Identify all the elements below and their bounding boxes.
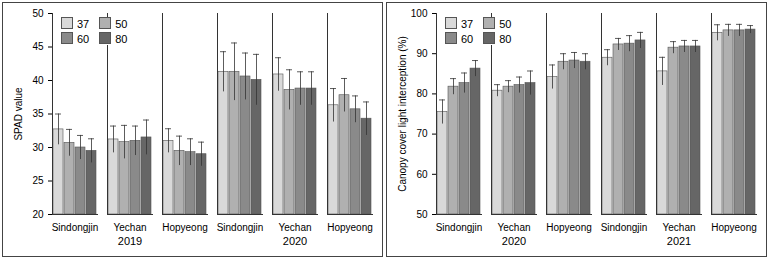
svg-text:Hopyeong: Hopyeong xyxy=(546,222,592,233)
svg-text:70: 70 xyxy=(416,128,428,139)
svg-text:Sindongjin: Sindongjin xyxy=(601,222,648,233)
svg-text:30: 30 xyxy=(32,142,44,153)
svg-text:45: 45 xyxy=(32,41,44,52)
svg-text:SPAD value: SPAD value xyxy=(13,87,24,141)
html-text:60: 60 xyxy=(461,33,474,45)
svg-text:20: 20 xyxy=(32,209,44,220)
html-text:50: 50 xyxy=(499,18,512,30)
svg-text:2021: 2021 xyxy=(667,235,691,247)
html-text:80: 80 xyxy=(499,33,512,45)
svg-text:Yechan: Yechan xyxy=(114,222,147,233)
svg-text:Sindongjin: Sindongjin xyxy=(217,222,264,233)
svg-text:35: 35 xyxy=(32,108,44,119)
svg-text:50: 50 xyxy=(416,209,428,220)
svg-text:60: 60 xyxy=(416,169,428,180)
svg-text:25: 25 xyxy=(32,175,44,186)
svg-text:2019: 2019 xyxy=(118,235,142,247)
svg-text:Hopyeong: Hopyeong xyxy=(162,222,208,233)
html-text:50: 50 xyxy=(115,18,128,30)
svg-text:90: 90 xyxy=(416,48,428,59)
svg-text:Yechan: Yechan xyxy=(663,222,696,233)
html-text:37: 37 xyxy=(77,18,90,30)
svg-text:Hopyeong: Hopyeong xyxy=(327,222,373,233)
svg-text:Yechan: Yechan xyxy=(498,222,531,233)
svg-text:Yechan: Yechan xyxy=(279,222,312,233)
svg-text:2020: 2020 xyxy=(502,235,526,247)
svg-text:Sindongjin: Sindongjin xyxy=(52,222,99,233)
svg-text:50: 50 xyxy=(32,8,44,19)
svg-text:80: 80 xyxy=(416,88,428,99)
svg-text:40: 40 xyxy=(32,75,44,86)
html-text:37: 37 xyxy=(461,18,474,30)
svg-text:Sindongjin: Sindongjin xyxy=(436,222,483,233)
svg-text:Canopy cover light interceptio: Canopy cover light interception (%) xyxy=(397,36,408,192)
svg-text:Hopyeong: Hopyeong xyxy=(711,222,757,233)
svg-text:100: 100 xyxy=(411,8,428,19)
svg-text:2020: 2020 xyxy=(283,235,307,247)
html-text:60: 60 xyxy=(77,33,90,45)
html-text:80: 80 xyxy=(115,33,128,45)
